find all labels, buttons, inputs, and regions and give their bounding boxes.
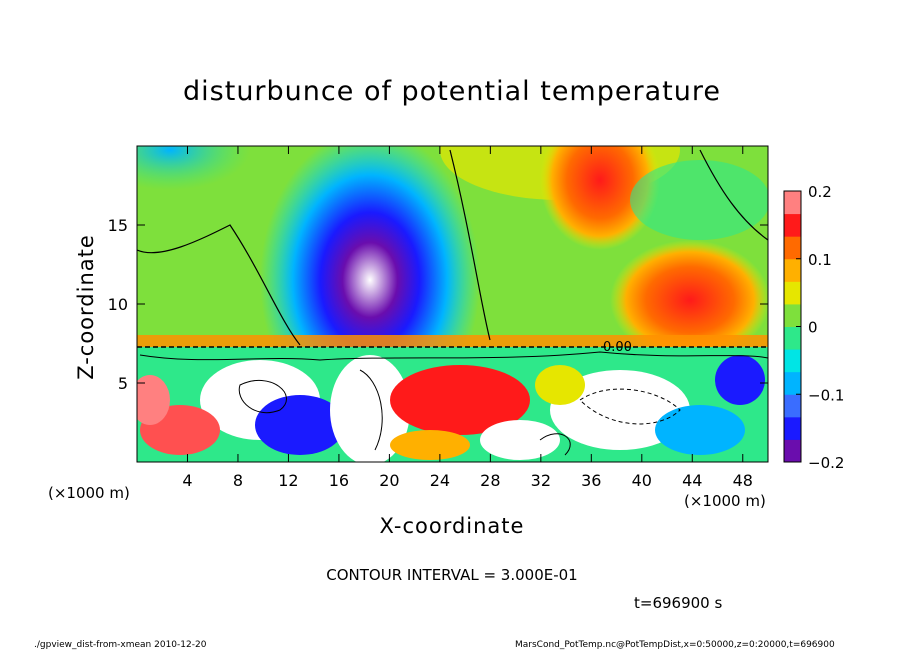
colorbar-band xyxy=(784,439,801,463)
y-tick-label: 15 xyxy=(108,216,128,235)
colorbar-band xyxy=(784,394,801,418)
colorbar-band xyxy=(784,258,801,282)
contour-interval: CONTOUR INTERVAL = 3.000E-01 xyxy=(326,566,578,584)
x-tick-label: 16 xyxy=(329,471,349,490)
colorbar-band xyxy=(784,213,801,237)
colorbar-band xyxy=(784,326,801,350)
colorbar: 0.2 0.1 0 −0.1 −0.2 xyxy=(783,183,844,472)
x-axis-label: X-coordinate xyxy=(379,514,525,538)
x-tick-label: 28 xyxy=(480,471,500,490)
colorbar-tick-label: 0.1 xyxy=(808,251,832,269)
time-label: t=696900 s xyxy=(634,594,723,612)
colorbar-band xyxy=(784,191,801,215)
contour-label: 0.00 xyxy=(603,340,632,355)
x-tick-label: 40 xyxy=(632,471,652,490)
y-axis-label: Z-coordinate xyxy=(74,234,98,380)
x-tick-label: 8 xyxy=(233,471,243,490)
colorbar-tick-label: −0.1 xyxy=(808,386,844,404)
colorbar-tick-label: 0.2 xyxy=(808,183,832,201)
heatmap-field xyxy=(137,146,768,462)
colorbar-band xyxy=(784,236,801,260)
colorbar-band xyxy=(784,303,801,327)
colorbar-tick-label: 0 xyxy=(808,319,818,337)
x-unit-label-right: (×1000 m) xyxy=(684,492,766,510)
colorbar-band xyxy=(784,349,801,373)
colorbar-tick-label: −0.2 xyxy=(808,454,844,472)
x-tick-label: 24 xyxy=(430,471,450,490)
colorbar-band xyxy=(784,281,801,305)
x-tick-label: 44 xyxy=(682,471,702,490)
x-unit-label-left: (×1000 m) xyxy=(48,484,130,502)
x-tick-label: 36 xyxy=(581,471,601,490)
x-tick-label: 20 xyxy=(379,471,399,490)
chart-title: disturbunce of potential temperature xyxy=(183,76,721,107)
colorbar-band xyxy=(784,416,801,440)
footer-script: ./gpview_dist-from-xmean 2010-12-20 xyxy=(34,640,207,650)
x-tick-label: 48 xyxy=(733,471,753,490)
x-tick-label: 32 xyxy=(531,471,551,490)
y-tick-label: 5 xyxy=(118,374,128,393)
x-tick-label: 12 xyxy=(278,471,298,490)
x-axis-ticks: 4 8 12 16 20 24 28 32 36 40 44 48 xyxy=(182,146,753,490)
y-axis-ticks: 5 10 15 xyxy=(108,216,768,393)
x-tick-label: 4 xyxy=(182,471,192,490)
y-tick-label: 10 xyxy=(108,295,128,314)
footer-source: MarsCond_PotTemp.nc@PotTempDist,x=0:5000… xyxy=(515,640,835,650)
colorbar-band xyxy=(784,371,801,395)
